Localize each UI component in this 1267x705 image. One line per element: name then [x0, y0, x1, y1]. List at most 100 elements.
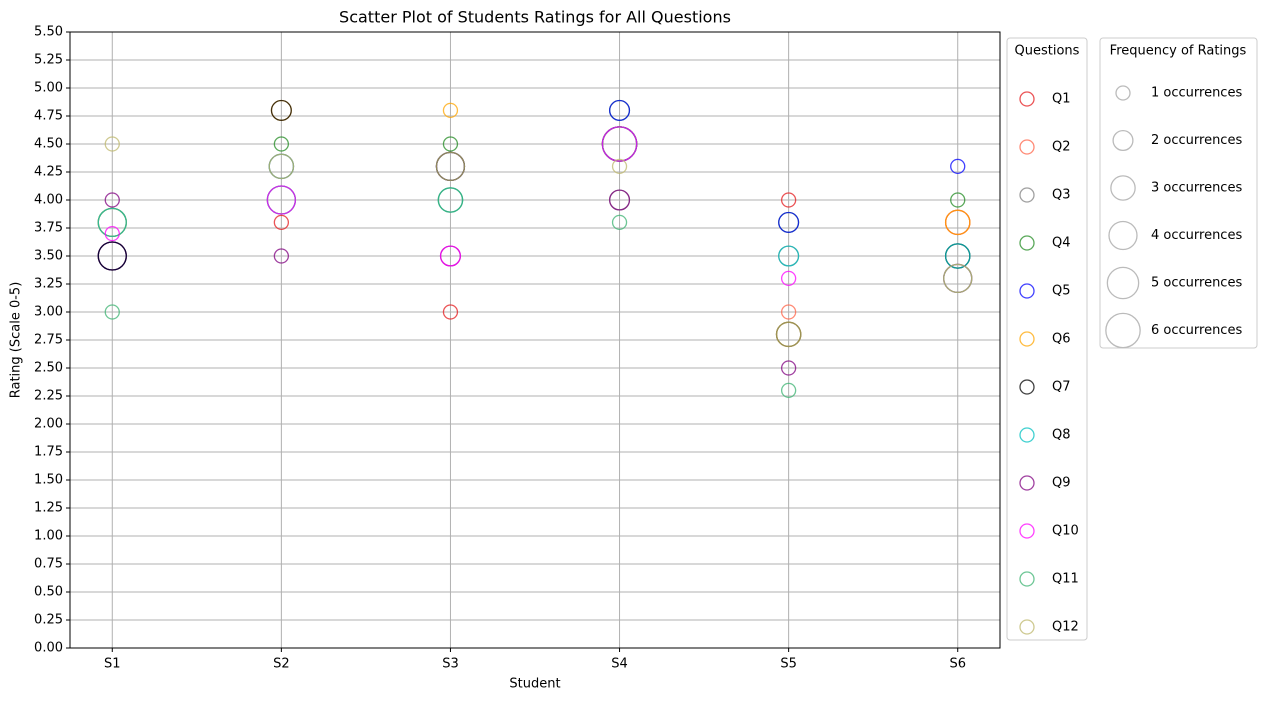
chart-title: Scatter Plot of Students Ratings for All… — [339, 8, 731, 27]
bubble — [442, 136, 459, 152]
x-tick-label: S2 — [273, 657, 290, 672]
bubble — [104, 225, 120, 242]
legend-marker — [1019, 331, 1035, 347]
y-tick-label: 3.50 — [34, 249, 63, 264]
legend-label: Q7 — [1052, 380, 1071, 395]
legend-label: Q9 — [1052, 476, 1071, 491]
legend-marker — [1019, 379, 1035, 395]
y-tick-label: 0.25 — [34, 613, 63, 628]
y-tick-label: 4.25 — [34, 165, 63, 180]
bubble — [780, 360, 797, 376]
x-tick-label: S6 — [949, 657, 966, 672]
size-legend-marker — [1108, 220, 1138, 251]
legend-label: Q1 — [1052, 92, 1071, 107]
size-legend-marker — [1105, 312, 1141, 349]
y-tick-label: 4.75 — [34, 109, 63, 124]
bubble — [273, 248, 290, 264]
y-tick-label: 5.00 — [34, 81, 63, 96]
bubble — [778, 211, 800, 233]
legend-marker — [1019, 475, 1035, 491]
bubble — [775, 321, 802, 348]
y-tick-label: 5.25 — [34, 53, 63, 68]
legend-label: Q10 — [1052, 524, 1079, 539]
y-tick-label: 2.50 — [34, 361, 63, 376]
bubble — [944, 209, 971, 236]
size-legend-marker — [1110, 175, 1136, 201]
y-tick-label: 2.00 — [34, 417, 63, 432]
bubble — [780, 192, 797, 208]
bubble — [439, 245, 462, 267]
legend-label: Q11 — [1052, 572, 1079, 587]
y-tick-label: 1.00 — [34, 529, 63, 544]
legend-marker — [1019, 283, 1035, 299]
legend-label: Q3 — [1052, 188, 1071, 203]
bubble — [442, 102, 459, 119]
bubble — [273, 214, 290, 231]
legend-marker — [1019, 139, 1035, 155]
y-tick-label: 2.75 — [34, 333, 63, 348]
size-legend-marker — [1112, 129, 1134, 152]
bubble — [437, 187, 464, 213]
legend-marker — [1019, 91, 1035, 107]
size-legend-title: Frequency of Ratings — [1110, 44, 1247, 59]
size-legend-marker — [1106, 266, 1140, 300]
bubble — [97, 207, 127, 238]
bubble — [601, 126, 638, 162]
y-tick-label: 3.75 — [34, 221, 63, 236]
size-legend-label: 5 occurrences — [1151, 276, 1242, 291]
bubble — [104, 192, 120, 208]
bubble — [778, 245, 800, 267]
bubble — [950, 158, 966, 175]
size-legend-label: 1 occurrences — [1151, 86, 1242, 101]
bubble — [943, 263, 973, 294]
bubble — [104, 304, 120, 320]
bubble — [950, 192, 966, 208]
legend-label: Q5 — [1052, 284, 1071, 299]
legend-box — [1006, 37, 1088, 641]
legend-label: Q12 — [1052, 620, 1079, 635]
bubble — [97, 241, 127, 271]
bubble — [442, 304, 459, 320]
plot-frame — [69, 31, 1001, 649]
legend-marker — [1019, 187, 1035, 203]
bubble — [780, 382, 797, 399]
legend-marker — [1019, 571, 1035, 587]
x-tick-label: S3 — [442, 657, 459, 672]
bubble — [273, 136, 290, 152]
y-tick-label: 3.00 — [34, 305, 63, 320]
bubble — [611, 214, 628, 231]
x-tick-label: S4 — [611, 657, 628, 672]
x-axis-label: Student — [509, 677, 560, 692]
bubble — [611, 158, 628, 175]
bubble — [944, 243, 971, 269]
legend-label: Q8 — [1052, 428, 1071, 443]
legend-marker — [1019, 427, 1035, 443]
y-tick-label: 2.25 — [34, 389, 63, 404]
size-legend-label: 2 occurrences — [1151, 133, 1242, 148]
bubble — [608, 99, 631, 121]
legend-label: Q6 — [1052, 332, 1071, 347]
bubble — [608, 189, 631, 211]
size-legend-label: 3 occurrences — [1151, 181, 1242, 196]
size-legend-marker — [1115, 85, 1131, 101]
bubble — [780, 304, 797, 320]
y-tick-label: 3.25 — [34, 277, 63, 292]
legend-marker — [1019, 619, 1035, 635]
bubble — [780, 270, 797, 287]
y-tick-label: 1.75 — [34, 445, 63, 460]
y-tick-label: 4.00 — [34, 193, 63, 208]
y-tick-label: 0.75 — [34, 557, 63, 572]
y-tick-label: 0.00 — [34, 641, 63, 656]
legend-marker — [1019, 523, 1035, 539]
x-tick-label: S5 — [780, 657, 797, 672]
x-tick-label: S1 — [104, 657, 121, 672]
legend-label: Q2 — [1052, 140, 1071, 155]
size-legend-label: 4 occurrences — [1151, 228, 1242, 243]
y-tick-label: 1.50 — [34, 473, 63, 488]
y-tick-label: 5.50 — [34, 25, 63, 40]
y-tick-label: 0.50 — [34, 585, 63, 600]
y-axis-label: Rating (Scale 0-5) — [9, 282, 24, 399]
y-tick-label: 4.50 — [34, 137, 63, 152]
